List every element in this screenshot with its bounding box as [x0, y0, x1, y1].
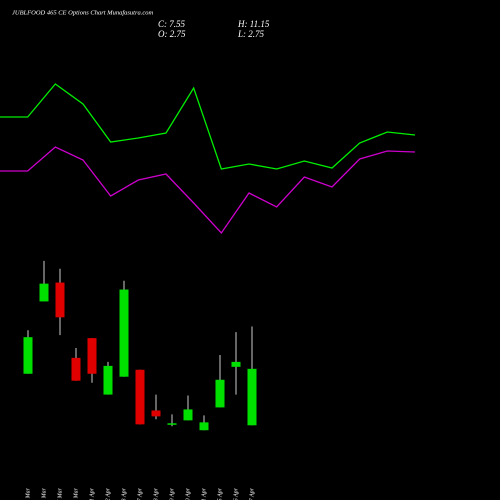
x-tick-label: 27 Mar — [57, 487, 63, 500]
x-tick-label: 08 Apr — [153, 487, 159, 500]
x-tick-label: 07 Apr — [137, 487, 143, 500]
x-tick-label: 24 Mar — [24, 487, 31, 500]
x-tick-label: 01 Apr — [89, 487, 95, 500]
low-label: L: 2.75 — [237, 29, 265, 39]
candle-body — [55, 282, 65, 318]
candle-body — [71, 357, 81, 381]
candle-body — [199, 422, 209, 431]
candle-body — [103, 365, 113, 395]
candle-body — [247, 368, 257, 426]
candle-body — [215, 379, 225, 408]
x-tick-label: 02 Apr — [105, 487, 111, 500]
x-tick-label: 28 Mar — [73, 487, 79, 500]
x-tick-label: 03 Apr — [121, 487, 127, 500]
close-label: C: 7.55 — [158, 19, 186, 29]
x-tick-label: 09 Apr — [169, 487, 175, 500]
x-tick-label: 10 Apr — [185, 487, 191, 500]
candle-body — [87, 338, 97, 374]
x-tick-label: 25 Mar — [41, 487, 47, 500]
x-tick-label: 11 Apr — [201, 487, 207, 500]
candle-body — [167, 423, 177, 425]
chart-title: JUBLFOOD 465 CE Options Chart Munafasutr… — [12, 9, 154, 16]
candle-body — [151, 410, 161, 417]
candle-body — [231, 361, 241, 367]
candle-body — [135, 369, 145, 425]
line — [0, 146, 416, 235]
candle-body — [23, 337, 33, 374]
line — [0, 83, 416, 170]
open-label: O: 2.75 — [158, 29, 186, 39]
candle-body — [119, 289, 129, 377]
x-tick-label: 15 Apr — [217, 487, 223, 500]
candle-body — [183, 409, 193, 421]
high-label: H: 11.15 — [237, 19, 270, 29]
candle-body — [39, 283, 49, 302]
x-tick-label: 16 Apr — [233, 487, 239, 500]
x-tick-label: 17 Apr — [249, 487, 255, 500]
